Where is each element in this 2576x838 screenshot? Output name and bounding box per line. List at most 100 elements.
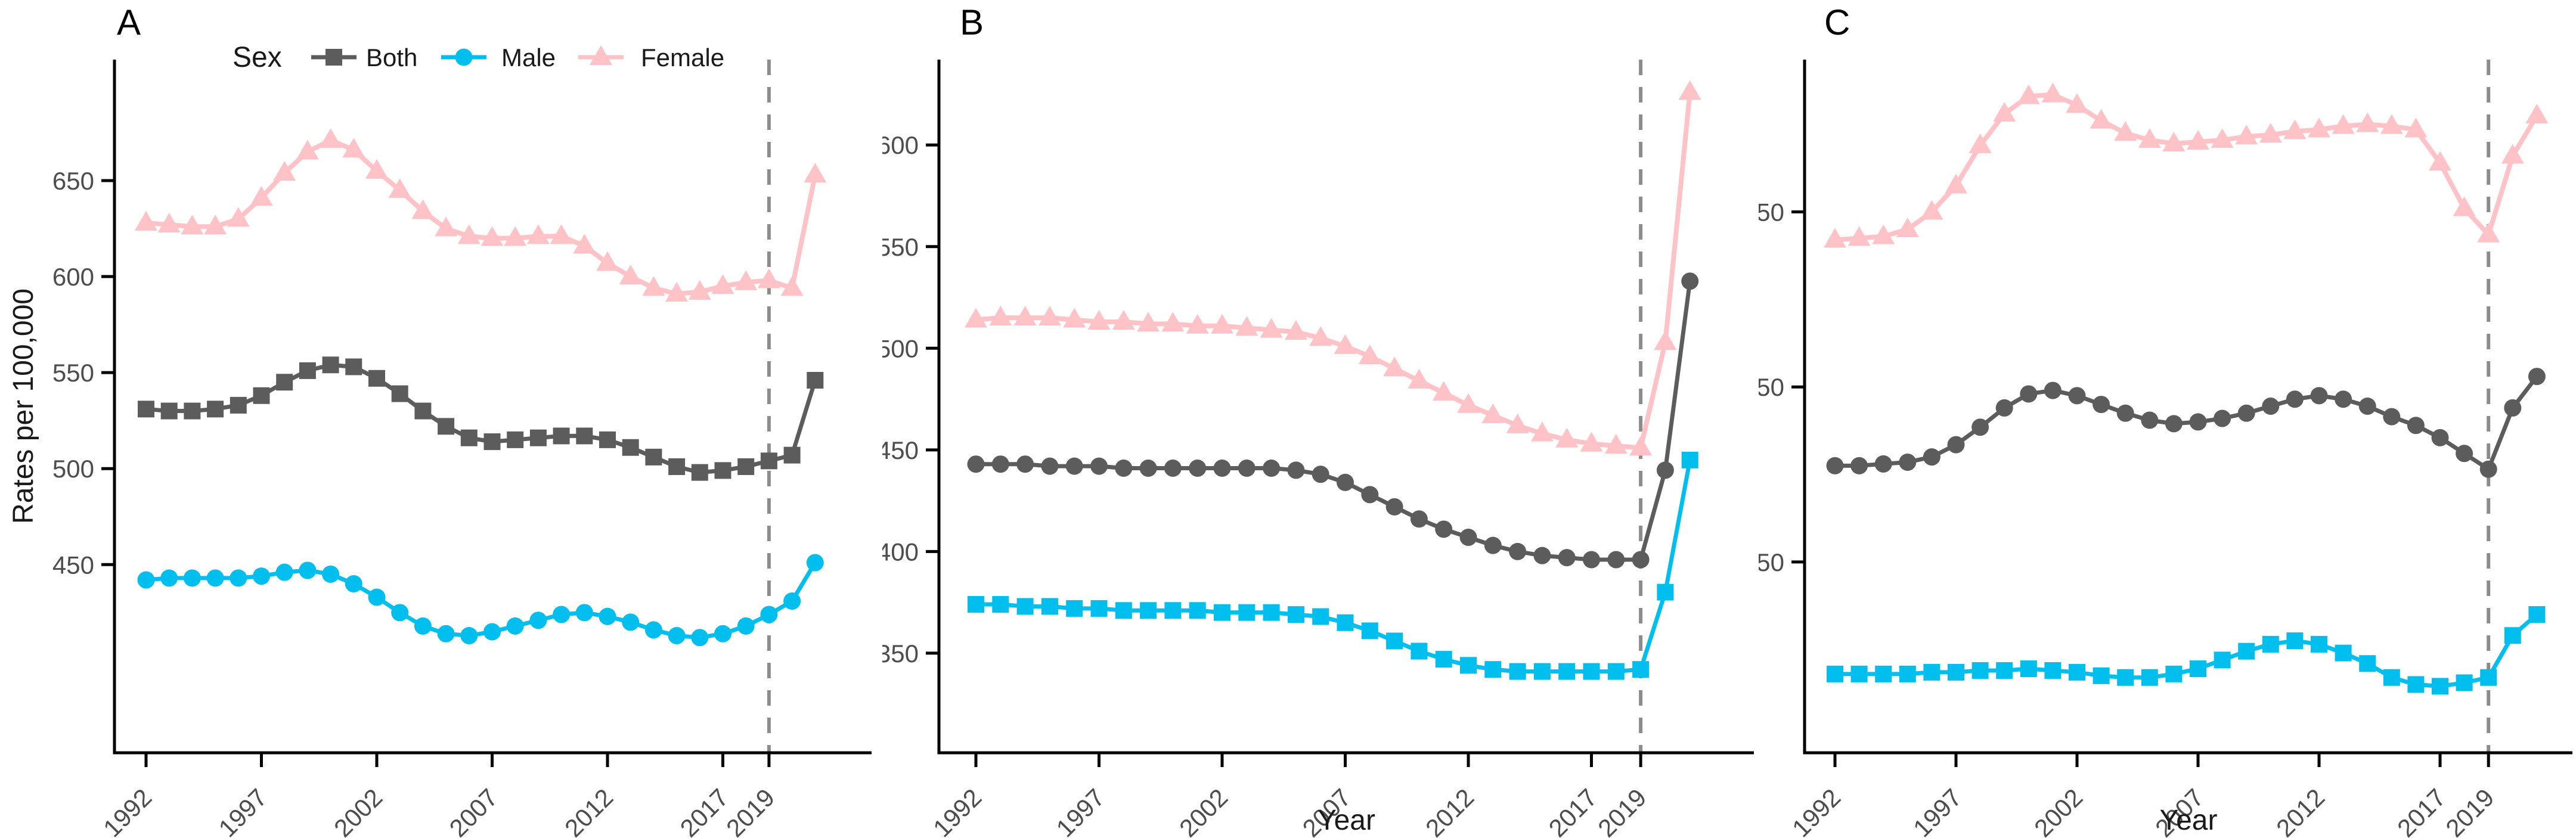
data-point-both (438, 418, 455, 435)
data-point-female (1654, 330, 1677, 350)
data-point-both (184, 402, 201, 420)
data-point-male (1238, 604, 1256, 621)
data-point-both (1850, 457, 1868, 474)
data-point-male (2069, 663, 2085, 681)
data-point-female (1408, 368, 1431, 389)
data-point-both (1681, 272, 1699, 290)
series-female (135, 128, 827, 302)
data-point-male (1115, 602, 1132, 619)
data-point-male (553, 606, 571, 623)
series-line-female (144, 138, 818, 297)
data-point-female (1161, 312, 1185, 332)
data-point-female (2525, 103, 2549, 123)
data-point-both (2456, 445, 2473, 463)
data-point-female (1530, 421, 1554, 442)
data-point-male (253, 567, 270, 585)
series-line-both (144, 362, 817, 475)
x-tick-label: 2002 (328, 783, 388, 838)
data-point-male (1041, 598, 1058, 615)
data-point-both (691, 464, 708, 481)
data-point-both (2383, 408, 2401, 426)
data-point-male (1923, 663, 1940, 681)
data-point-both (2262, 398, 2280, 415)
data-point-male (137, 571, 155, 589)
data-point-female (1847, 226, 1871, 246)
data-point-female (1629, 436, 1653, 456)
data-point-male (1164, 602, 1182, 619)
data-point-female (1013, 306, 1037, 326)
data-point-female (2356, 112, 2379, 132)
data-point-both (1509, 542, 1527, 560)
data-point-female (1481, 403, 1505, 423)
data-point-male (183, 569, 201, 587)
data-point-male (1558, 663, 1576, 680)
data-point-female (2187, 130, 2209, 150)
data-point-both (460, 429, 478, 446)
data-point-male (437, 625, 455, 643)
data-point-both (1287, 461, 1305, 479)
y-tick-label: 600 (882, 131, 919, 159)
data-point-female (2017, 84, 2040, 104)
data-point-both (1139, 460, 1157, 477)
data-point-both (2286, 390, 2304, 408)
data-point-female (642, 276, 665, 296)
data-point-male (1899, 665, 1916, 682)
data-point-both (1189, 460, 1207, 477)
data-point-both (391, 385, 408, 402)
data-point-both (1435, 520, 1453, 538)
data-point-male (644, 621, 662, 639)
data-point-female (296, 139, 319, 160)
series-both (967, 272, 1699, 569)
x-tick-label: 2012 (2271, 783, 2330, 838)
y-tick-label: 550 (882, 233, 919, 261)
data-point-female (2283, 119, 2307, 139)
data-point-both (1090, 457, 1108, 475)
data-point-male (575, 604, 593, 622)
data-point-female (1872, 224, 1895, 244)
data-point-both (737, 458, 755, 475)
data-point-male (1312, 608, 1329, 625)
x-tick-label: 1992 (98, 783, 157, 838)
data-point-male (1484, 661, 1502, 678)
data-point-male (714, 625, 731, 643)
data-point-both (2044, 381, 2062, 399)
y-tick-label: 600 (52, 263, 94, 291)
x-tick-label: 2002 (1174, 783, 1233, 838)
data-point-both (622, 439, 639, 456)
data-point-female (411, 199, 435, 219)
data-point-male (1827, 665, 1843, 682)
data-point-female (342, 138, 365, 158)
data-point-female (1896, 217, 1919, 237)
data-point-both (1065, 457, 1083, 475)
data-point-both (1558, 549, 1576, 567)
data-point-both (1459, 528, 1477, 546)
data-point-female (526, 224, 550, 244)
data-point-female (181, 215, 204, 235)
y-tick-label: 500 (52, 455, 94, 483)
data-point-female (481, 226, 504, 246)
data-point-male (737, 617, 755, 635)
data-point-female (734, 270, 758, 290)
data-point-both (2116, 404, 2134, 422)
data-point-female (1211, 314, 1233, 334)
data-point-both (207, 401, 224, 418)
data-point-female (2404, 117, 2428, 138)
series-both (138, 356, 824, 481)
data-point-male (529, 612, 547, 629)
data-point-female (2041, 82, 2064, 103)
data-point-female (1555, 427, 1579, 448)
data-point-female (619, 265, 642, 285)
panel-label-c: C (1824, 2, 1850, 42)
x-tick-label: 2019 (721, 783, 780, 838)
data-point-both (807, 372, 824, 389)
data-point-both (1238, 460, 1256, 477)
data-point-male (1287, 606, 1304, 623)
data-point-female (2501, 144, 2524, 164)
data-point-male (275, 563, 293, 581)
data-point-female (1457, 393, 1480, 413)
data-point-both (2237, 404, 2255, 422)
legend-label-male: Male (501, 44, 556, 72)
panel-c-chart: 4505506501992199720022007201220172019CYe… (1759, 2, 2572, 838)
data-point-male (2456, 674, 2473, 691)
data-point-male (992, 596, 1009, 613)
